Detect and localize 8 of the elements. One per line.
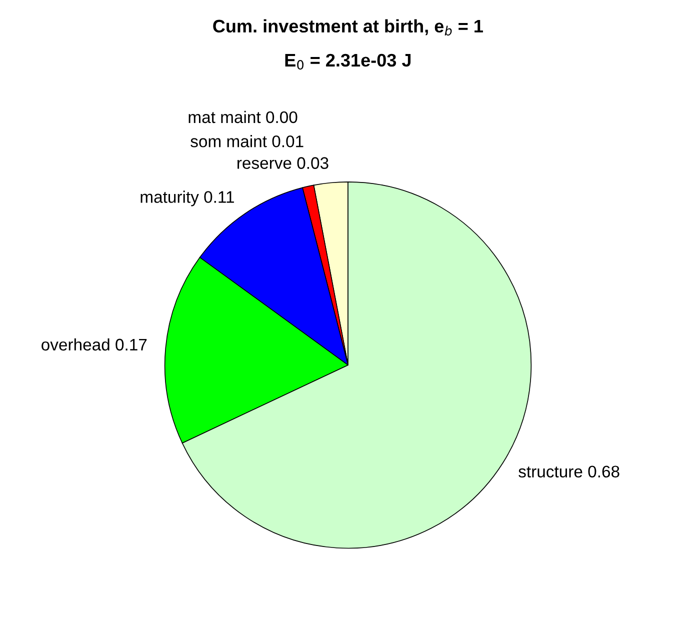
category-label: mat maint 0.00 — [188, 110, 298, 124]
slice-label: overhead 0.17 — [42, 338, 147, 351]
slice-label: reserve 0.03 — [238, 157, 328, 169]
slice-label: maturity 0.11 — [140, 190, 234, 206]
chart-title: Cum. investment at birth, e$_{b}$ = 1 — [213, 19, 483, 36]
chart-subtitle: E$_{0}$ = 2.31e-03 J — [285, 54, 411, 70]
slice-label: structure 0.68 — [518, 466, 620, 478]
slice-label: som maint 0.01 — [190, 135, 304, 148]
